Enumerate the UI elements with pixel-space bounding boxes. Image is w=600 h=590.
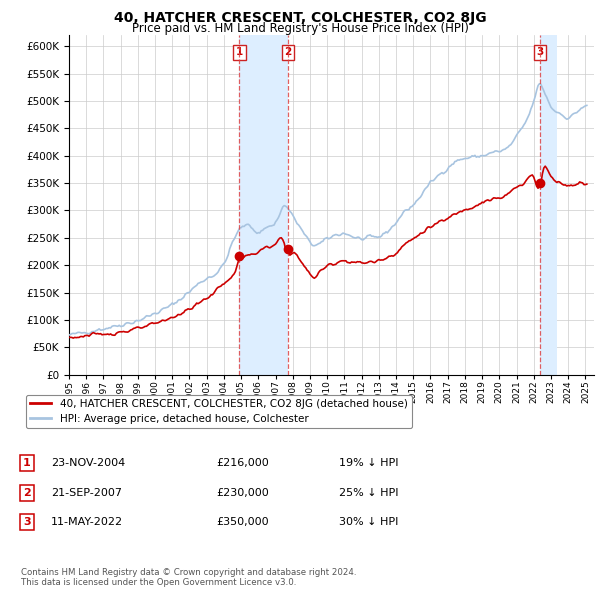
Text: Price paid vs. HM Land Registry's House Price Index (HPI): Price paid vs. HM Land Registry's House … (131, 22, 469, 35)
Text: 1: 1 (23, 458, 31, 468)
Text: 1: 1 (236, 47, 243, 57)
Text: 3: 3 (536, 47, 544, 57)
Text: 11-MAY-2022: 11-MAY-2022 (51, 517, 123, 527)
Text: 2: 2 (284, 47, 292, 57)
Text: 3: 3 (23, 517, 31, 527)
Text: £230,000: £230,000 (216, 488, 269, 497)
Legend: 40, HATCHER CRESCENT, COLCHESTER, CO2 8JG (detached house), HPI: Average price, : 40, HATCHER CRESCENT, COLCHESTER, CO2 8J… (26, 395, 412, 428)
Text: 25% ↓ HPI: 25% ↓ HPI (339, 488, 398, 497)
Text: 19% ↓ HPI: 19% ↓ HPI (339, 458, 398, 468)
Text: 2: 2 (23, 488, 31, 497)
Text: 40, HATCHER CRESCENT, COLCHESTER, CO2 8JG: 40, HATCHER CRESCENT, COLCHESTER, CO2 8J… (113, 11, 487, 25)
Text: 21-SEP-2007: 21-SEP-2007 (51, 488, 122, 497)
Text: 23-NOV-2004: 23-NOV-2004 (51, 458, 125, 468)
Text: £350,000: £350,000 (216, 517, 269, 527)
Text: Contains HM Land Registry data © Crown copyright and database right 2024.
This d: Contains HM Land Registry data © Crown c… (21, 568, 356, 587)
Bar (540, 35, 557, 375)
Bar (239, 35, 288, 375)
Text: 30% ↓ HPI: 30% ↓ HPI (339, 517, 398, 527)
Text: £216,000: £216,000 (216, 458, 269, 468)
